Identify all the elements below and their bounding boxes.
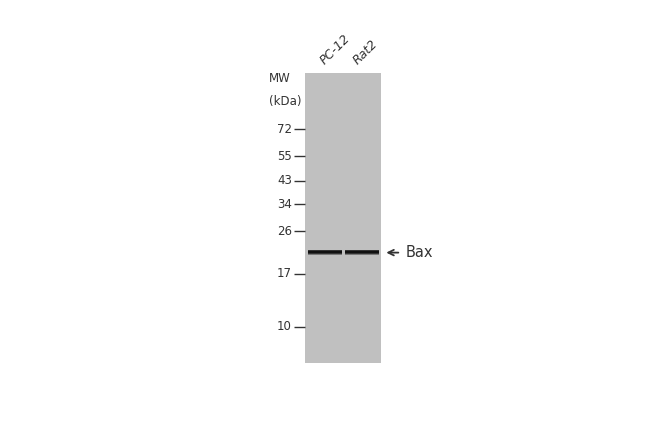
- Text: 34: 34: [277, 198, 292, 211]
- Bar: [344, 249, 379, 251]
- Text: 55: 55: [277, 150, 292, 163]
- Text: PC-12: PC-12: [317, 32, 352, 67]
- Text: Rat2: Rat2: [350, 37, 380, 67]
- Bar: [307, 249, 342, 251]
- Text: 10: 10: [277, 320, 292, 333]
- Bar: [306, 73, 381, 362]
- Text: 72: 72: [277, 123, 292, 136]
- Bar: [307, 249, 342, 250]
- Text: Bax: Bax: [405, 245, 433, 260]
- Bar: [344, 254, 379, 255]
- Text: 17: 17: [277, 267, 292, 280]
- Text: (kDa): (kDa): [269, 95, 302, 108]
- Text: MW: MW: [269, 72, 291, 85]
- Bar: [307, 254, 342, 255]
- Text: 26: 26: [277, 225, 292, 238]
- Bar: [307, 250, 342, 255]
- Bar: [344, 249, 379, 250]
- Bar: [307, 254, 342, 255]
- Bar: [344, 250, 379, 255]
- Text: 43: 43: [277, 174, 292, 187]
- Bar: [344, 254, 379, 255]
